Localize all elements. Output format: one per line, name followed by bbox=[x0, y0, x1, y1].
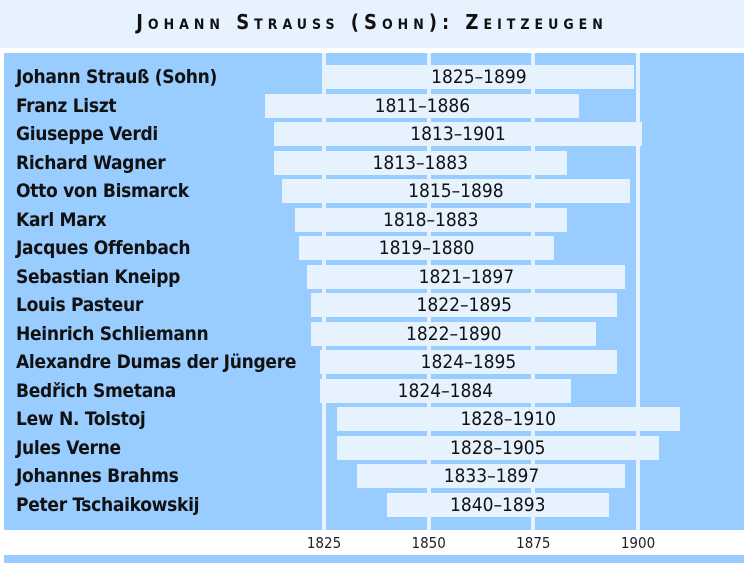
x-axis bbox=[0, 530, 744, 555]
lifespan-bar bbox=[311, 321, 597, 346]
lifespan-label: 1821–1897 bbox=[418, 265, 515, 288]
lifespan-label: 1828–1910 bbox=[460, 408, 556, 430]
lifespan-bar bbox=[319, 378, 571, 403]
person-name: Louis Pasteur bbox=[16, 294, 143, 316]
lifespan-bar bbox=[357, 464, 626, 488]
lifespan-label: 1824–1884 bbox=[397, 379, 494, 402]
person-name: Jacques Offenbach bbox=[16, 237, 191, 259]
title-band bbox=[0, 0, 744, 48]
lifespan-bar bbox=[386, 492, 609, 517]
person-name: Alexandre Dumas der Jüngere bbox=[16, 351, 297, 373]
person-name: Sebastian Kneipp bbox=[16, 265, 181, 288]
gridline bbox=[531, 53, 536, 530]
lifespan-label: 1811–1886 bbox=[374, 94, 471, 117]
person-name: Bedřich Smetana bbox=[16, 379, 177, 402]
lifespan-bar bbox=[336, 407, 680, 431]
lifespan-label: 1822–1890 bbox=[406, 322, 502, 345]
lifespan-label: 1819–1880 bbox=[378, 237, 475, 259]
lifespan-label: 1833–1897 bbox=[443, 465, 540, 487]
bottom-strip bbox=[4, 555, 744, 563]
lifespan-bar bbox=[311, 293, 618, 317]
person-name: Giuseppe Verdi bbox=[16, 123, 158, 145]
lifespan-label: 1840–1893 bbox=[449, 493, 546, 516]
person-name: Johann Strauß (Sohn) bbox=[16, 66, 217, 88]
lifespan-bar bbox=[307, 264, 626, 289]
lifespan-bar bbox=[298, 236, 555, 260]
person-name: Johannes Brahms bbox=[16, 465, 179, 487]
gridline bbox=[322, 53, 326, 530]
x-tick-label: 1875 bbox=[516, 534, 551, 552]
x-tick-label: 1900 bbox=[620, 534, 656, 552]
gridline bbox=[636, 53, 640, 530]
lifespan-label: 1824–1895 bbox=[420, 351, 517, 373]
lifespan-label: 1825–1899 bbox=[431, 66, 527, 88]
lifespan-label: 1818–1883 bbox=[382, 208, 479, 231]
lifespan-label: 1828–1905 bbox=[449, 436, 546, 459]
person-name: Heinrich Schliemann bbox=[16, 322, 209, 345]
lifespan-bar bbox=[273, 150, 567, 175]
person-name: Franz Liszt bbox=[16, 94, 117, 117]
lifespan-bar bbox=[265, 93, 580, 118]
lifespan-label: 1813–1901 bbox=[410, 123, 506, 145]
person-name: Otto von Bismarck bbox=[16, 180, 189, 202]
person-name: Richard Wagner bbox=[16, 151, 166, 174]
lifespan-bar bbox=[324, 65, 634, 89]
lifespan-bar bbox=[273, 122, 643, 146]
lifespan-label: 1822–1895 bbox=[416, 294, 513, 316]
gridline bbox=[426, 53, 431, 530]
lifespan-label: 1815–1898 bbox=[408, 180, 504, 202]
lifespan-bar bbox=[294, 207, 567, 232]
person-name: Peter Tschaikowskij bbox=[16, 493, 200, 516]
person-name: Jules Verne bbox=[16, 436, 121, 459]
x-tick-label: 1850 bbox=[411, 534, 446, 552]
lifespan-bar bbox=[282, 179, 630, 203]
lifespan-bar bbox=[319, 350, 618, 374]
x-tick-label: 1825 bbox=[306, 534, 342, 552]
lifespan-label: 1813–1883 bbox=[372, 151, 469, 174]
lifespan-bar bbox=[336, 435, 659, 460]
chart-title: Johann Strauss (Sohn): Zeitzeugen bbox=[136, 10, 608, 34]
person-name: Karl Marx bbox=[16, 208, 107, 231]
person-name: Lew N. Tolstoj bbox=[16, 408, 146, 430]
